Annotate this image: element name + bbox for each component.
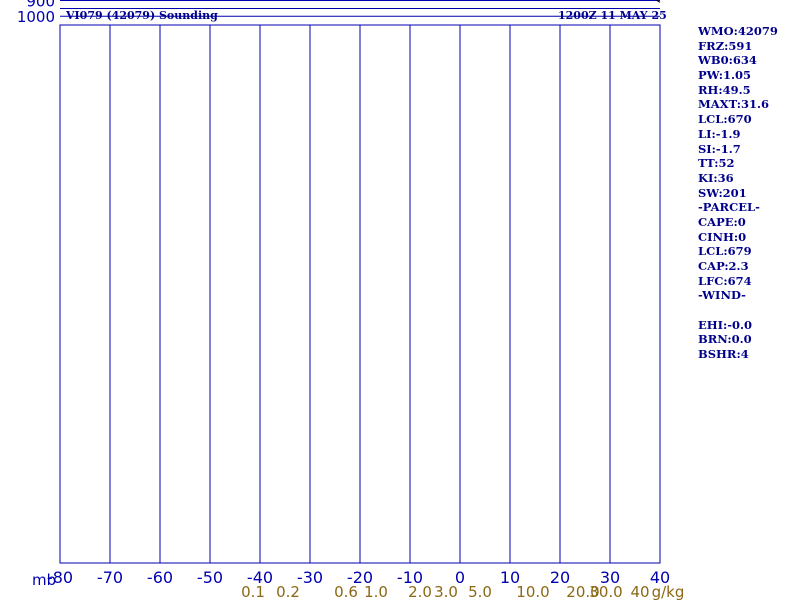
index-line: BSHR:4 bbox=[698, 347, 749, 362]
mixing-ratio-label: 0.2 bbox=[276, 583, 300, 600]
index-line: PW:1.05 bbox=[698, 68, 752, 83]
mixing-ratio-line bbox=[337, 0, 410, 24]
mixing-ratio-line bbox=[670, 0, 701, 24]
dry-adiabat bbox=[256, 0, 800, 24]
mixing-ratio-label: g/kg bbox=[652, 583, 685, 600]
dry-adiabat bbox=[695, 0, 800, 24]
grid-lines bbox=[59, 0, 661, 564]
mixing-ratio-line bbox=[303, 0, 380, 24]
mixing-ratio-label: 3.0 bbox=[434, 583, 458, 600]
index-line: LCL:679 bbox=[698, 244, 752, 259]
mixing-ratio-label: 20.0 bbox=[566, 583, 599, 600]
temperature-tick-label: -60 bbox=[147, 568, 173, 587]
temperature-tick-label: -70 bbox=[97, 568, 123, 587]
index-line: SI:-1.7 bbox=[698, 141, 741, 156]
pressure-tick-label: 900 bbox=[26, 0, 55, 10]
dry-adiabat bbox=[670, 0, 800, 24]
temperature-tick-label: 10 bbox=[500, 568, 520, 587]
index-line: FRZ:591 bbox=[698, 38, 753, 53]
index-line: KI:36 bbox=[698, 170, 734, 185]
index-line: CINH:0 bbox=[698, 229, 747, 244]
axis-labels: 1002003004005006007008009001000mb-80-70-… bbox=[17, 0, 685, 600]
temperature-tick-label: 30 bbox=[600, 568, 620, 587]
index-line: BRN:0.0 bbox=[698, 332, 752, 347]
index-line: TT:52 bbox=[698, 156, 735, 171]
index-line: WB0:634 bbox=[698, 53, 757, 68]
temperature-tick-label: -10 bbox=[397, 568, 423, 587]
mixing-ratio-label: 5.0 bbox=[468, 583, 492, 600]
mixing-ratio-label: 1.0 bbox=[364, 583, 388, 600]
plot-frame bbox=[59, 24, 661, 564]
mixing-ratio-label: 0.1 bbox=[241, 583, 265, 600]
temperature-tick-label: -80 bbox=[47, 568, 73, 587]
dry-adiabat bbox=[721, 0, 800, 24]
temperature-tick-label: 20 bbox=[550, 568, 570, 587]
index-line: -PARCEL- bbox=[698, 200, 760, 215]
temperature-tick-label: 40 bbox=[650, 568, 670, 587]
temperature-tick-label: -30 bbox=[297, 568, 323, 587]
temperature-tick-label: -20 bbox=[347, 568, 373, 587]
temperature-tick-label: -40 bbox=[247, 568, 273, 587]
temperature-tick-label: 0 bbox=[455, 568, 465, 587]
mixing-ratio-label: 0.6 bbox=[334, 583, 358, 600]
index-line: MAXT:31.6 bbox=[698, 97, 769, 112]
index-line: CAPE:0 bbox=[698, 214, 746, 229]
index-line: CAP:2.3 bbox=[698, 259, 749, 273]
pressure-tick-label: 1000 bbox=[17, 8, 55, 26]
mixing-ratio-line bbox=[426, 0, 489, 24]
index-line: WMO:42079 bbox=[698, 24, 778, 38]
mixing-ratio-line bbox=[695, 0, 722, 24]
station-title: VI079 (42079) Sounding bbox=[66, 9, 218, 22]
index-line: LI:-1.9 bbox=[698, 126, 741, 141]
index-line bbox=[698, 303, 778, 318]
mixing-ratio-line bbox=[396, 0, 463, 24]
mixing-ratio-label: 40 bbox=[630, 583, 649, 600]
index-line: -WIND- bbox=[698, 288, 746, 303]
mixing-ratio-label: 30.0 bbox=[589, 583, 622, 600]
index-line: SW:201 bbox=[698, 185, 747, 200]
index-line: RH:49.5 bbox=[698, 82, 751, 97]
dry-adiabat bbox=[644, 0, 800, 24]
y-unit-label: mb bbox=[32, 571, 56, 589]
index-line: LFC:674 bbox=[698, 273, 752, 288]
dry-adiabat bbox=[281, 0, 800, 24]
temperature-tick-label: -50 bbox=[197, 568, 223, 587]
index-line: EHI:-0.0 bbox=[698, 317, 753, 332]
dry-adiabat bbox=[230, 0, 782, 24]
dry-adiabat bbox=[307, 0, 800, 24]
mixing-ratio-label: 2.0 bbox=[408, 583, 432, 600]
mixing-ratio-line bbox=[496, 0, 550, 24]
stability-indices-panel: WMO:42079 FRZ:591 WB0:634 PW:1.05 RH:49.5 MAX… bbox=[698, 24, 778, 362]
mixing-ratio-line bbox=[469, 0, 527, 24]
valid-time: 1200Z 11 MAY 25 bbox=[558, 9, 667, 22]
mixing-ratio-label: 10.0 bbox=[516, 583, 549, 600]
index-line: LCL:670 bbox=[698, 112, 752, 127]
